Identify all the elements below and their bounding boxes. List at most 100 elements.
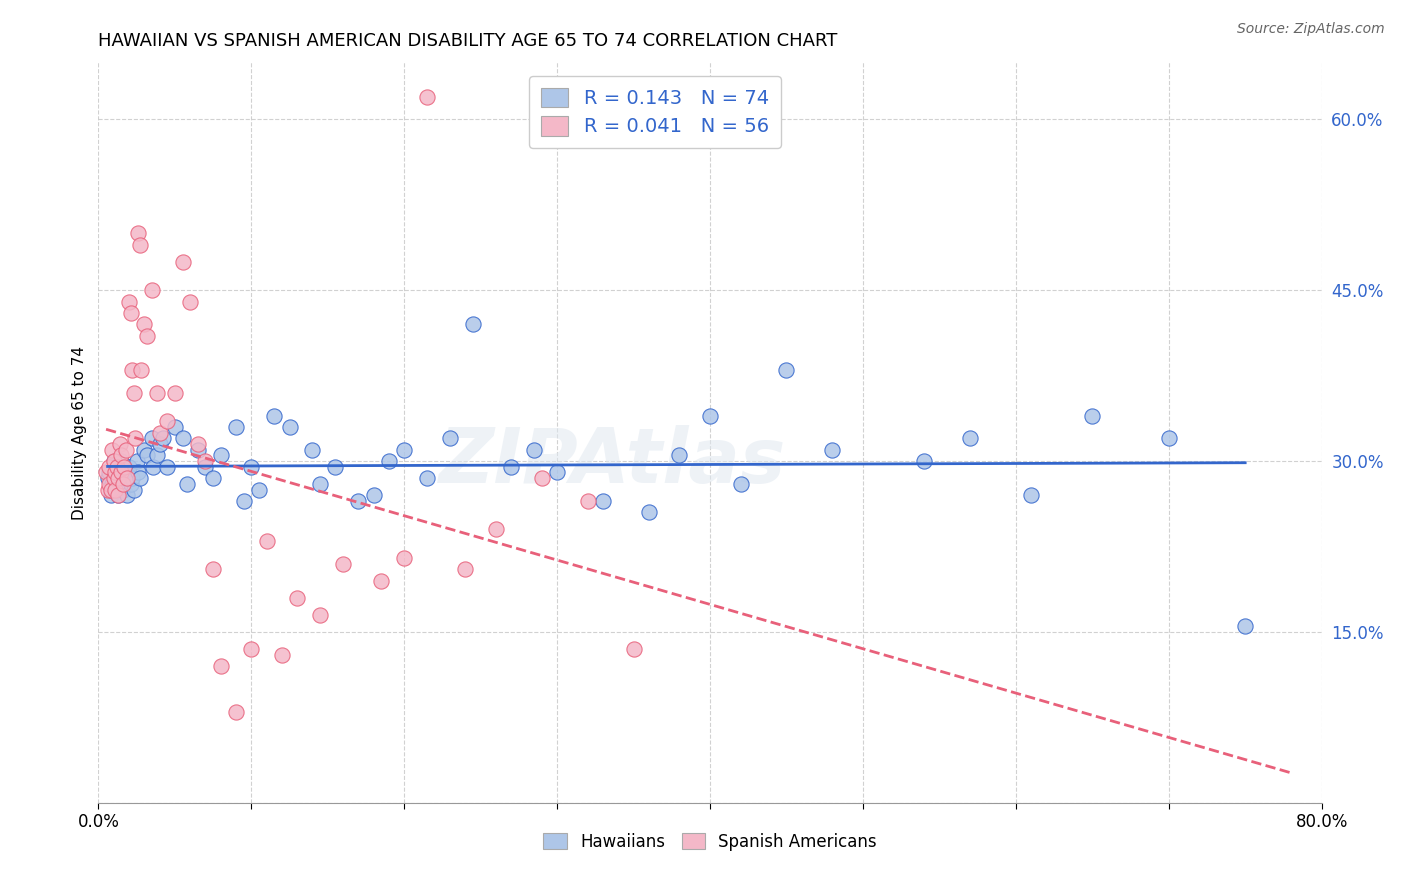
Point	[103, 454, 125, 468]
Point	[392, 442, 416, 457]
Point	[775, 363, 797, 377]
Point	[730, 476, 752, 491]
Point	[107, 488, 129, 502]
Point	[110, 454, 132, 468]
Point	[107, 476, 129, 491]
Point	[97, 471, 120, 485]
Point	[145, 385, 167, 400]
Point	[592, 494, 614, 508]
Point	[104, 466, 127, 480]
Point	[129, 363, 152, 377]
Point	[110, 449, 132, 463]
Point	[225, 420, 247, 434]
Point	[461, 318, 484, 332]
Point	[378, 454, 401, 468]
Point	[416, 89, 439, 103]
Point	[363, 488, 385, 502]
Point	[256, 533, 278, 548]
Point	[370, 574, 392, 588]
Point	[209, 449, 232, 463]
Point	[145, 449, 167, 463]
Point	[111, 483, 134, 497]
Point	[128, 237, 150, 252]
Point	[278, 420, 301, 434]
Point	[142, 459, 165, 474]
Point	[187, 442, 209, 457]
Point	[121, 471, 143, 485]
Point	[121, 363, 143, 377]
Point	[98, 466, 121, 480]
Point	[263, 409, 285, 423]
Point	[110, 471, 132, 485]
Point	[501, 459, 523, 474]
Point	[668, 449, 690, 463]
Point	[111, 476, 134, 491]
Point	[240, 459, 263, 474]
Point	[103, 459, 125, 474]
Point	[301, 442, 323, 457]
Point	[118, 459, 141, 474]
Point	[176, 476, 198, 491]
Point	[225, 705, 247, 719]
Text: ZIPAtlas: ZIPAtlas	[439, 425, 786, 500]
Point	[523, 442, 546, 457]
Point	[699, 409, 721, 423]
Point	[112, 476, 135, 491]
Point	[100, 483, 122, 497]
Point	[117, 471, 139, 485]
Point	[232, 494, 254, 508]
Point	[347, 494, 370, 508]
Point	[103, 471, 125, 485]
Point	[454, 562, 477, 576]
Point	[149, 437, 172, 451]
Point	[107, 471, 129, 485]
Point	[101, 442, 124, 457]
Point	[125, 454, 148, 468]
Point	[270, 648, 292, 662]
Point	[163, 385, 186, 400]
Point	[104, 471, 127, 485]
Point	[392, 550, 416, 565]
Point	[152, 431, 174, 445]
Point	[187, 437, 209, 451]
Point	[134, 442, 156, 457]
Point	[105, 466, 128, 480]
Point	[163, 420, 186, 434]
Point	[156, 414, 179, 428]
Point	[108, 437, 131, 451]
Point	[209, 659, 232, 673]
Point	[98, 459, 121, 474]
Point	[104, 483, 127, 497]
Point	[485, 523, 508, 537]
Point	[194, 459, 217, 474]
Point	[115, 471, 138, 485]
Point	[120, 306, 142, 320]
Point	[111, 466, 134, 480]
Point	[141, 431, 163, 445]
Y-axis label: Disability Age 65 to 74: Disability Age 65 to 74	[72, 345, 87, 520]
Point	[120, 476, 142, 491]
Point	[97, 483, 120, 497]
Point	[1157, 431, 1180, 445]
Point	[959, 431, 981, 445]
Point	[108, 459, 131, 474]
Point	[124, 431, 146, 445]
Point	[117, 488, 139, 502]
Point	[1234, 619, 1257, 633]
Point	[100, 488, 122, 502]
Point	[416, 471, 439, 485]
Point	[1081, 409, 1104, 423]
Point	[202, 562, 225, 576]
Point	[134, 318, 156, 332]
Point	[115, 442, 138, 457]
Point	[240, 642, 263, 657]
Point	[127, 227, 149, 241]
Point	[136, 328, 159, 343]
Point	[247, 483, 270, 497]
Point	[172, 431, 194, 445]
Point	[623, 642, 645, 657]
Point	[202, 471, 225, 485]
Point	[332, 557, 354, 571]
Point	[1019, 488, 1042, 502]
Point	[118, 294, 141, 309]
